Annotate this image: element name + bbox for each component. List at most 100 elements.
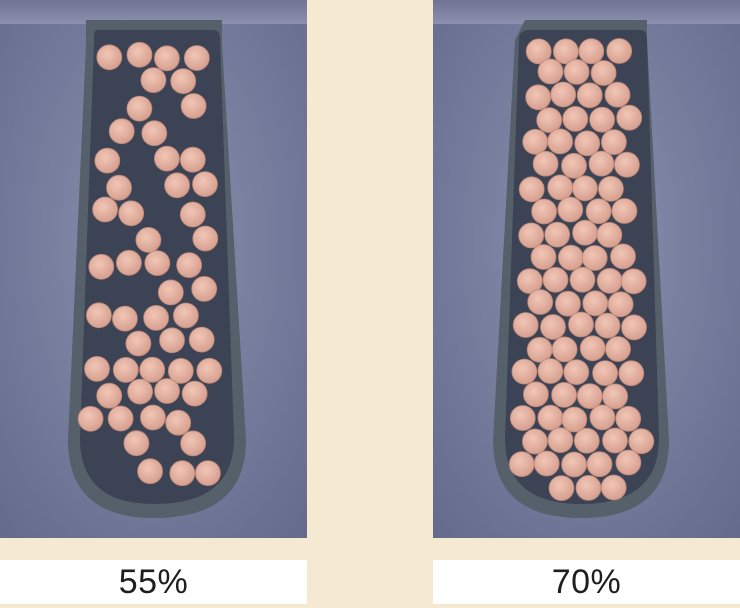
conductor-strand bbox=[602, 427, 628, 454]
conductor-strand bbox=[572, 219, 599, 246]
conductor-strand bbox=[576, 383, 603, 410]
conductor-strand bbox=[602, 383, 629, 410]
conductor-strand bbox=[537, 404, 564, 431]
conductor-strand bbox=[586, 451, 613, 478]
conductor-strand bbox=[140, 67, 167, 93]
conductor-strand bbox=[563, 359, 590, 386]
conductor-strand bbox=[112, 356, 139, 383]
conductor-strand bbox=[585, 198, 612, 225]
conductor-strand bbox=[172, 302, 199, 329]
conductor-strand bbox=[139, 356, 166, 383]
conductor-strand bbox=[530, 244, 557, 270]
conductor-strand bbox=[86, 302, 112, 329]
conductor-strand bbox=[125, 330, 152, 357]
conductor-strand bbox=[94, 147, 121, 174]
photo-55-percent-fill bbox=[0, 0, 307, 538]
conductor-strand bbox=[569, 266, 596, 293]
conductor-strand bbox=[96, 382, 123, 409]
conductor-strand bbox=[604, 81, 631, 108]
conductor-strand bbox=[126, 41, 153, 68]
conductor-strand bbox=[512, 312, 539, 338]
conductor-strand bbox=[167, 357, 194, 384]
fill-factor-label-left: 55% bbox=[0, 560, 307, 604]
conductor-strand bbox=[180, 93, 207, 119]
conductor-strand bbox=[537, 58, 564, 85]
conductor-strand bbox=[540, 314, 566, 340]
conductor-strand bbox=[77, 405, 104, 432]
conductor-strand bbox=[192, 225, 219, 252]
conductor-strand bbox=[123, 430, 150, 457]
conductor-strand bbox=[547, 128, 573, 155]
conductor-strand bbox=[573, 427, 600, 454]
conductor-strand bbox=[575, 474, 602, 501]
conductor-strand bbox=[179, 146, 206, 173]
conductor-strand bbox=[578, 38, 605, 65]
conductor-strand bbox=[588, 150, 615, 177]
conductor-strand bbox=[139, 404, 166, 431]
conductor-strand bbox=[509, 405, 536, 431]
conductor-strand bbox=[536, 107, 563, 133]
conductor-strand bbox=[523, 381, 549, 408]
conductor-strand bbox=[600, 129, 627, 156]
conductor-strand bbox=[574, 130, 601, 157]
conductor-strand bbox=[542, 266, 569, 293]
conductor-strand bbox=[522, 428, 548, 455]
conductor-strand bbox=[126, 95, 153, 122]
conductor-strand bbox=[615, 405, 642, 432]
conductor-strand bbox=[616, 104, 643, 131]
conductor-strand bbox=[594, 312, 621, 339]
conductor-strand bbox=[563, 59, 590, 85]
conductor-strand bbox=[522, 128, 549, 155]
conductor-strand bbox=[508, 451, 535, 478]
slot-cross-section-70 bbox=[433, 0, 740, 538]
conductor-strand bbox=[527, 289, 554, 315]
conductor-strand bbox=[576, 82, 603, 109]
conductor-strand bbox=[153, 145, 180, 172]
conductor-strand bbox=[557, 244, 584, 271]
conductor-strand bbox=[620, 268, 647, 295]
conductor-strand bbox=[179, 201, 206, 228]
conductor-strand bbox=[157, 279, 184, 306]
conductor-strand bbox=[581, 245, 608, 271]
conductor-strand bbox=[176, 252, 203, 279]
conductor-strand bbox=[552, 38, 579, 65]
conductor-strand bbox=[628, 428, 655, 455]
conductor-strand bbox=[607, 291, 634, 318]
conductor-strand bbox=[532, 150, 559, 177]
conductor-strand bbox=[537, 358, 564, 384]
conductor-strand bbox=[518, 176, 545, 203]
conductor-strand bbox=[181, 380, 208, 407]
conductor-strand bbox=[170, 68, 197, 94]
conductor-strand bbox=[590, 60, 617, 86]
conductor-strand bbox=[191, 275, 218, 302]
conductor-strand bbox=[547, 427, 574, 454]
conductor-strand bbox=[557, 196, 584, 223]
conductor-strand bbox=[561, 451, 588, 478]
conductor-strand bbox=[610, 243, 636, 270]
conductor-strand bbox=[141, 120, 168, 147]
conductor-strand bbox=[571, 175, 598, 202]
conductor-strand bbox=[568, 311, 594, 338]
conductor-strand bbox=[115, 249, 142, 276]
conductor-strand bbox=[135, 226, 162, 253]
conductor-strand bbox=[194, 460, 221, 487]
conductor-strand bbox=[108, 118, 135, 145]
conductor-strand bbox=[596, 267, 623, 294]
conductor-strand bbox=[525, 84, 552, 111]
conductor-strand bbox=[518, 222, 545, 249]
conductor-strand bbox=[107, 405, 134, 432]
conductor-strand bbox=[621, 314, 647, 341]
conductor-strand bbox=[159, 327, 185, 354]
conductor-strand bbox=[605, 336, 631, 362]
conductor-strand bbox=[192, 171, 218, 198]
conductor-strand bbox=[533, 450, 560, 477]
conductor-strand bbox=[551, 336, 578, 363]
conductor-strand bbox=[613, 151, 640, 178]
conductor-strand bbox=[615, 449, 642, 476]
conductor-strand bbox=[106, 174, 132, 201]
conductor-strand bbox=[554, 290, 581, 317]
conductor-strand bbox=[112, 305, 138, 332]
conductor-strand bbox=[144, 250, 171, 277]
conductor-strand bbox=[531, 198, 557, 225]
conductor-strand bbox=[611, 198, 638, 224]
